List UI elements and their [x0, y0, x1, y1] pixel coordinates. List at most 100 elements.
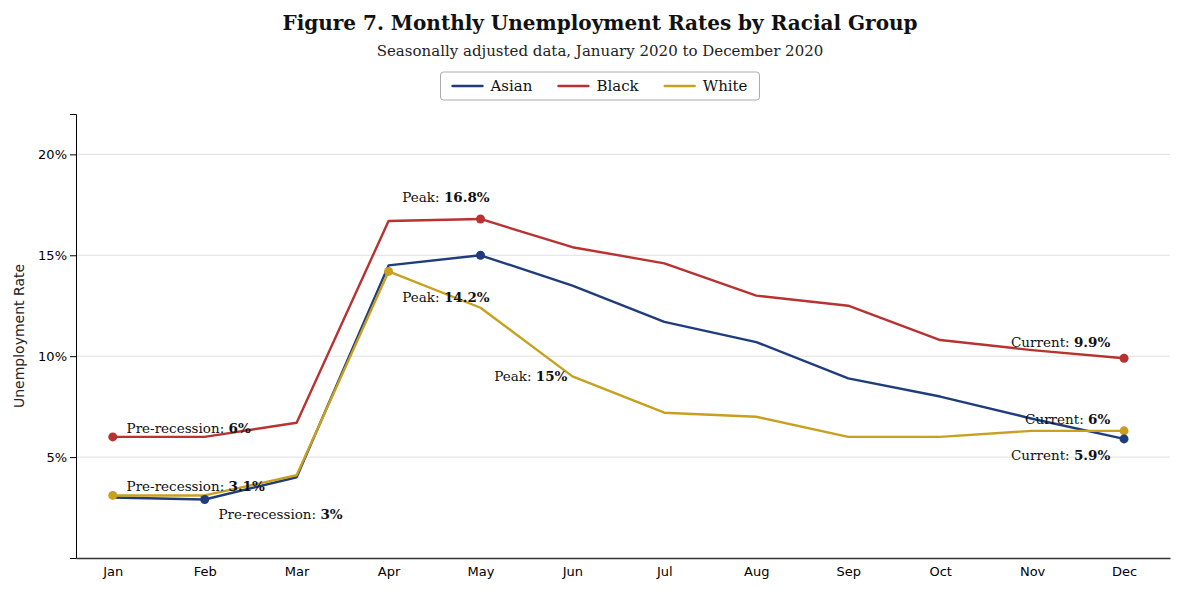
plot-area: [108, 214, 1128, 504]
x-tick: Jul: [656, 558, 673, 579]
x-tick-label: Jun: [562, 564, 583, 579]
annotation-label-value: 3.1%: [228, 478, 264, 494]
chart: 5% 10% 15% 20% Jan Feb Mar Apr May Jun Jul Aug Sep Oc…: [0, 0, 1200, 598]
x-tick: Feb: [194, 558, 217, 579]
annotation-label: Pre-recession: 3%: [218, 506, 342, 522]
x-tick: Jun: [562, 558, 583, 579]
annotations: Pre-recession: 6%Pre-recession: 3.1%Pre-…: [127, 189, 1111, 522]
annotation-label-part: Pre-recession:: [127, 478, 229, 494]
annotation-label-value: 6%: [228, 420, 250, 436]
x-tick: Mar: [285, 558, 310, 579]
legend-item: White: [665, 77, 748, 95]
legend-swatch: [558, 85, 588, 87]
annotation-label-part: Peak:: [402, 189, 444, 205]
annotation-label-part: Current:: [1011, 334, 1074, 350]
x-tick: Jan: [102, 558, 123, 579]
x-tick-label: Feb: [194, 564, 217, 579]
y-axis-title: Unemployment Rate: [11, 264, 27, 408]
grid-line: [76, 356, 1170, 357]
legend-item: Asian: [453, 77, 533, 95]
annotation-label-part: Pre-recession:: [127, 420, 229, 436]
x-tick: Dec: [1112, 558, 1137, 579]
annotation-label: Current: 5.9%: [1011, 447, 1110, 463]
annotation-label-value: 14.2%: [444, 289, 490, 305]
y-tick: 15%: [38, 248, 76, 263]
legend-box: [441, 72, 760, 100]
x-tick-label: Sep: [836, 564, 861, 579]
x-tick-label: Nov: [1020, 564, 1046, 579]
y-tick-label: 15%: [38, 248, 67, 263]
x-tick-label: Jan: [102, 564, 123, 579]
annotation-label-part: Peak:: [402, 289, 444, 305]
x-axis: Jan Feb Mar Apr May Jun Jul Aug Sep Oct Nov Dec: [77, 558, 1171, 579]
x-tick-label: May: [468, 564, 495, 579]
annotation-label-value: 15%: [536, 368, 568, 384]
annotation-label-part: Current:: [1025, 411, 1088, 427]
annotation-label: Peak: 14.2%: [402, 289, 489, 305]
x-tick: Sep: [836, 558, 861, 579]
y-tick: 10%: [38, 349, 76, 364]
legend-items: Asian Black White: [453, 77, 748, 95]
x-tick: Oct: [929, 558, 951, 579]
y-tick-label: 5%: [46, 450, 67, 465]
series-line: [113, 255, 1124, 499]
annotation-label: Current: 9.9%: [1011, 334, 1110, 350]
grid-line: [76, 154, 1170, 155]
x-tick-label: Dec: [1112, 564, 1137, 579]
y-tick-mark: [70, 255, 76, 256]
subtitle: Seasonally adjusted data, January 2020 t…: [377, 42, 824, 60]
x-tick: Aug: [744, 558, 769, 579]
annotation-dot: [476, 214, 485, 223]
legend-swatch: [665, 85, 695, 87]
annotation-label-value: 16.8%: [444, 189, 490, 205]
x-tick-label: Apr: [378, 564, 401, 579]
y-axis-line: [70, 115, 77, 559]
annotation-label: Peak: 15%: [494, 368, 567, 384]
legend-swatch: [453, 85, 483, 87]
annotation-label-part: Peak:: [494, 368, 536, 384]
annotation-label-value: 3%: [320, 506, 342, 522]
y-tick-mark: [70, 154, 76, 155]
grid-line: [76, 457, 1170, 458]
annotation-dot: [1120, 434, 1129, 443]
y-axis: 5% 10% 15% 20%: [38, 115, 76, 559]
annotation-dot: [1120, 426, 1129, 435]
legend-item: Black: [558, 77, 639, 95]
annotation-dot: [108, 432, 117, 441]
y-tick-mark: [70, 457, 76, 458]
x-tick-label: Oct: [929, 564, 951, 579]
y-tick-label: 20%: [38, 147, 67, 162]
annotation-label-part: Pre-recession:: [218, 506, 320, 522]
annotation-dot: [200, 495, 209, 504]
x-tick-label: Aug: [744, 564, 769, 579]
x-tick-label: Jul: [656, 564, 673, 579]
annotation-label: Current: 6%: [1025, 411, 1110, 427]
annotation-dot: [476, 251, 485, 260]
annotation-dot: [108, 491, 117, 500]
series-line: [113, 271, 1124, 495]
y-tick: 20%: [38, 147, 76, 162]
annotation-label-value: 9.9%: [1074, 334, 1110, 350]
annotation-label: Pre-recession: 3.1%: [127, 478, 265, 494]
legend-label: White: [703, 77, 748, 95]
annotation-label-part: Current:: [1011, 447, 1074, 463]
annotation-label-value: 5.9%: [1074, 447, 1110, 463]
annotation-label-value: 6%: [1088, 411, 1110, 427]
x-axis-line: [77, 558, 1171, 560]
annotation-dot: [384, 267, 393, 276]
legend: Asian Black White: [441, 72, 760, 100]
x-tick: Nov: [1020, 558, 1046, 579]
annotation-label: Pre-recession: 6%: [127, 420, 251, 436]
y-tick-label: 10%: [38, 349, 67, 364]
y-tick: 5%: [46, 450, 76, 465]
y-tick-mark: [70, 356, 76, 357]
annotation-label: Peak: 16.8%: [402, 189, 489, 205]
x-tick-label: Mar: [285, 564, 310, 579]
series-line: [113, 219, 1124, 437]
annotation-dot: [1120, 354, 1129, 363]
x-tick: Apr: [378, 558, 401, 579]
legend-label: Asian: [490, 77, 533, 95]
x-tick: May: [468, 558, 495, 579]
legend-label: Black: [596, 77, 639, 95]
title: Figure 7. Monthly Unemployment Rates by …: [282, 11, 917, 35]
